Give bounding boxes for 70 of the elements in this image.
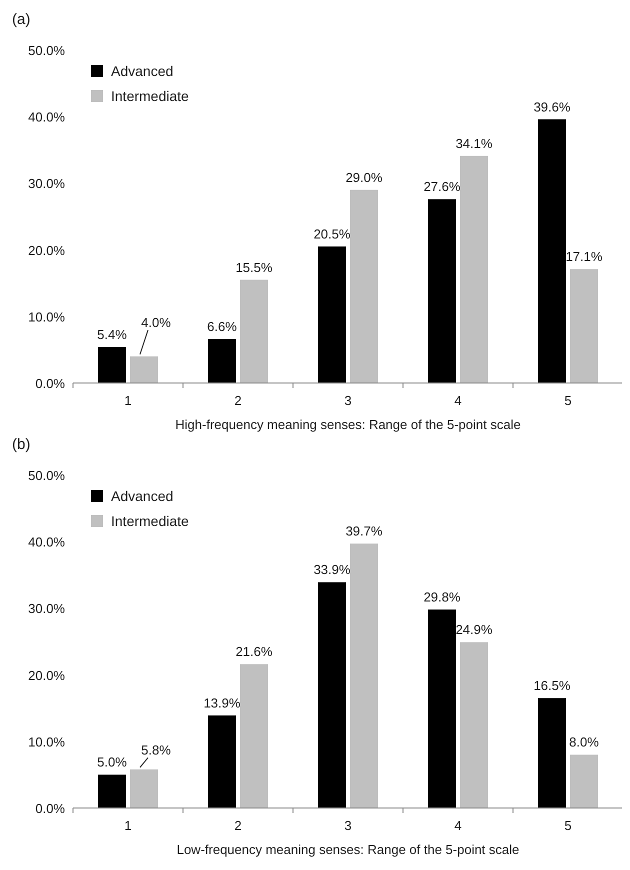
bar (428, 199, 456, 383)
data-label: 13.9% (204, 695, 241, 710)
data-label: 34.1% (456, 136, 493, 151)
bar (240, 664, 268, 808)
data-label: 29.0% (346, 170, 383, 185)
y-tick-label: 40.0% (28, 534, 66, 550)
legend-label: Intermediate (111, 88, 190, 104)
data-label: 27.6% (424, 179, 461, 194)
bar (98, 347, 126, 383)
chart-title: (b) (12, 436, 30, 453)
bar (98, 774, 126, 808)
bar (318, 582, 346, 808)
data-label: 39.6% (534, 99, 571, 114)
x-tick-label: 3 (344, 393, 352, 408)
data-label: 33.9% (314, 562, 351, 578)
bar (570, 269, 598, 383)
x-tick-label: 1 (124, 393, 132, 408)
data-label: 20.5% (314, 226, 351, 242)
y-tick-label: 30.0% (28, 176, 66, 192)
x-tick-label: 5 (564, 818, 572, 833)
y-tick-label: 0.0% (35, 801, 66, 816)
x-tick-label: 4 (454, 818, 462, 833)
x-tick-label: 3 (344, 818, 352, 833)
y-tick-label: 0.0% (35, 376, 66, 391)
data-label: 24.9% (456, 622, 493, 638)
legend-label: Advanced (111, 63, 174, 79)
y-tick-label: 10.0% (28, 309, 66, 324)
bar (350, 190, 378, 383)
bar (130, 769, 158, 808)
data-label: 21.6% (236, 644, 273, 660)
bar (130, 356, 158, 383)
x-axis-title: Low-frequency meaning senses: Range of the 5-point scale (176, 842, 520, 857)
data-label: 5.4% (97, 327, 128, 342)
bar (318, 246, 346, 383)
x-tick-label: 5 (564, 393, 572, 408)
y-tick-label: 20.0% (28, 242, 66, 258)
data-label: 29.8% (424, 590, 461, 605)
legend-label: Advanced (111, 488, 174, 504)
bar (208, 339, 236, 383)
data-label: 39.7% (346, 524, 383, 539)
bar (208, 715, 236, 808)
data-label: 4.0% (141, 315, 172, 330)
x-tick-label: 1 (124, 818, 132, 833)
x-tick-label: 4 (454, 393, 462, 408)
data-label: 8.0% (569, 734, 600, 750)
data-label: 6.6% (207, 319, 238, 334)
data-label: 17.1% (566, 249, 603, 264)
bar (240, 280, 268, 383)
y-tick-label: 50.0% (28, 43, 66, 58)
data-label: 5.8% (141, 742, 172, 758)
data-label: 16.5% (534, 678, 571, 694)
chart-title: (a) (12, 11, 30, 28)
y-tick-label: 10.0% (28, 734, 66, 750)
y-tick-label: 40.0% (28, 110, 66, 125)
bar (538, 119, 566, 383)
y-tick-label: 20.0% (28, 668, 66, 683)
bar (570, 754, 598, 808)
bar (350, 544, 378, 808)
x-tick-label: 2 (234, 393, 242, 408)
x-axis-title: High-frequency meaning senses: Range of the 5-point scale (175, 417, 521, 432)
x-tick-label: 2 (234, 818, 242, 833)
data-label: 5.0% (97, 754, 128, 770)
y-tick-label: 30.0% (28, 601, 66, 616)
bar (460, 642, 488, 808)
bar (460, 156, 488, 383)
bar (538, 698, 566, 808)
y-tick-label: 50.0% (28, 468, 66, 483)
legend-label: Intermediate (111, 513, 190, 529)
bar (428, 610, 456, 808)
data-label: 15.5% (236, 260, 273, 275)
